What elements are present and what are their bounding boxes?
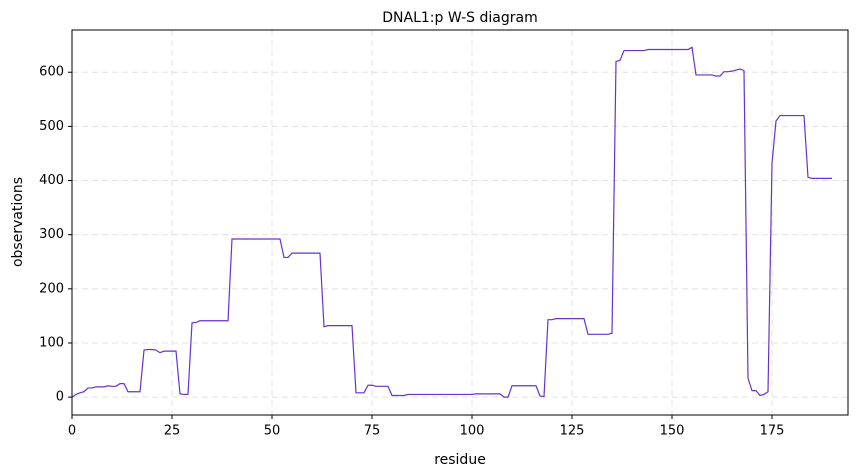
plot-frame bbox=[71, 29, 849, 416]
x-tick-label: 25 bbox=[164, 424, 181, 439]
y-axis-label: observations bbox=[10, 177, 26, 267]
x-tick-label: 125 bbox=[560, 424, 585, 439]
y-tick-label: 100 bbox=[39, 335, 64, 350]
data-line bbox=[71, 46, 832, 398]
y-tick-label: 600 bbox=[39, 65, 64, 80]
y-tick-label: 0 bbox=[56, 390, 64, 405]
y-tick-label: 200 bbox=[39, 281, 64, 296]
x-tick-label: 50 bbox=[264, 424, 281, 439]
x-tick-label: 100 bbox=[460, 424, 485, 439]
x-tick-label: 75 bbox=[364, 424, 381, 439]
x-tick-label: 0 bbox=[68, 424, 76, 439]
y-tick-label: 300 bbox=[39, 227, 64, 242]
y-tick-label: 400 bbox=[39, 173, 64, 188]
x-tick-label: 150 bbox=[660, 424, 685, 439]
x-tick-label: 175 bbox=[760, 424, 785, 439]
y-tick-label: 500 bbox=[39, 119, 64, 134]
chart-title: DNAL1:p W-S diagram bbox=[382, 10, 537, 26]
x-axis-label: residue bbox=[434, 452, 486, 468]
